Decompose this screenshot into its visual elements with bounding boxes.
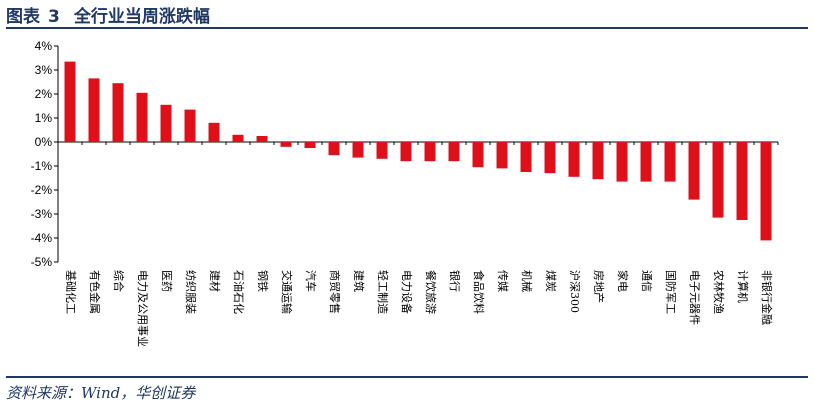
- bar: [568, 142, 580, 177]
- x-axis-labels: 基础化工 有色金属 综合 电力及公用事业 医药 纺织服装 建材 石油石化 钢铁 交通运输 汽车 商贸零…: [64, 142, 779, 347]
- x-tick-label: 交通运输: [280, 270, 294, 314]
- bar: [160, 104, 172, 142]
- chart-title: 全行业当周涨跌幅: [73, 7, 210, 27]
- x-tick-label: 医药: [160, 270, 173, 292]
- x-tick-label: 钢铁: [256, 270, 269, 292]
- bar: [64, 61, 76, 142]
- bar: [640, 142, 652, 182]
- bar-chart: 4% 3% 2% 1% 0% -1% -2% -3% -4% -5% 基础化工 有色金属 综合 电力及公…: [31, 39, 779, 347]
- x-tick-label: 基础化工: [64, 270, 78, 314]
- figure-title: 图表 3 全行业当周涨跌幅: [6, 2, 210, 27]
- x-tick-label: 电子元器件: [688, 270, 701, 325]
- figure-label: 图表: [6, 7, 40, 27]
- y-tick-label: 4%: [35, 39, 53, 53]
- y-tick-label: -1%: [31, 159, 53, 173]
- x-tick-label: 沪深300: [568, 270, 582, 313]
- bars: [64, 61, 772, 241]
- bar: [184, 109, 196, 142]
- bar: [448, 142, 460, 162]
- y-tick-label: -2%: [31, 183, 53, 197]
- x-tick-label: 有色金属: [88, 270, 102, 314]
- bar: [712, 142, 724, 218]
- bar: [328, 142, 340, 156]
- x-tick-label: 电力设备: [400, 270, 414, 314]
- y-tick-label: 0%: [35, 135, 53, 149]
- bar: [688, 142, 700, 200]
- x-tick-label: 建筑: [352, 270, 366, 292]
- x-tick-label: 国防军工: [664, 270, 678, 314]
- bar: [232, 134, 244, 142]
- x-tick-label: 煤炭: [544, 270, 557, 292]
- x-tick-label: 传媒: [496, 270, 509, 292]
- source-note: 资料来源：Wind，华创证券: [6, 384, 196, 402]
- x-tick-label: 汽车: [304, 270, 318, 292]
- x-tick-label: 食品饮料: [472, 270, 486, 314]
- bottom-rule: [6, 376, 808, 378]
- y-tick-label: 1%: [35, 111, 53, 125]
- bar: [304, 142, 316, 148]
- x-tick-label: 农林牧渔: [712, 270, 726, 314]
- bar: [376, 142, 388, 159]
- y-tick-label: -3%: [31, 207, 53, 221]
- x-tick-label: 轻工制造: [376, 270, 390, 314]
- bar: [520, 142, 532, 172]
- x-tick-label: 纺织服装: [184, 270, 198, 314]
- bar: [352, 142, 364, 158]
- x-tick-label: 家电: [616, 270, 630, 292]
- bar: [472, 142, 484, 168]
- figure-number: 3: [48, 7, 60, 27]
- bar: [280, 142, 292, 147]
- bar: [400, 142, 412, 162]
- bar: [736, 142, 748, 220]
- x-tick-label: 计算机: [736, 270, 750, 303]
- y-axis: 4% 3% 2% 1% 0% -1% -2% -3% -4% -5%: [31, 39, 778, 269]
- bar: [112, 83, 124, 142]
- bar: [760, 142, 772, 241]
- x-tick-label: 机械: [520, 270, 534, 292]
- x-tick-label: 非银行金融: [760, 270, 774, 325]
- bar: [616, 142, 628, 182]
- x-tick-label: 房地产: [592, 270, 606, 303]
- x-tick-label: 综合: [112, 270, 126, 292]
- y-tick-label: 3%: [35, 63, 53, 77]
- y-tick-label: -5%: [31, 255, 53, 269]
- bar: [424, 142, 436, 162]
- bar: [256, 136, 268, 142]
- bar: [88, 78, 100, 142]
- x-tick-label: 餐饮旅游: [424, 270, 438, 314]
- bar: [208, 122, 220, 142]
- bar: [592, 142, 604, 180]
- x-tick-label: 银行: [448, 270, 462, 292]
- bar: [544, 142, 556, 174]
- x-tick-label: 商贸零售: [328, 270, 342, 314]
- y-tick-label: -4%: [31, 231, 53, 245]
- bar: [496, 142, 508, 169]
- x-tick-label: 建材: [208, 270, 222, 292]
- top-rule: [6, 27, 808, 29]
- bar: [664, 142, 676, 182]
- bar: [136, 92, 148, 142]
- y-tick-label: 2%: [35, 87, 53, 101]
- x-tick-label: 电力及公用事业: [136, 270, 149, 347]
- x-tick-label: 石油石化: [232, 270, 246, 314]
- x-tick-label: 通信: [640, 270, 653, 292]
